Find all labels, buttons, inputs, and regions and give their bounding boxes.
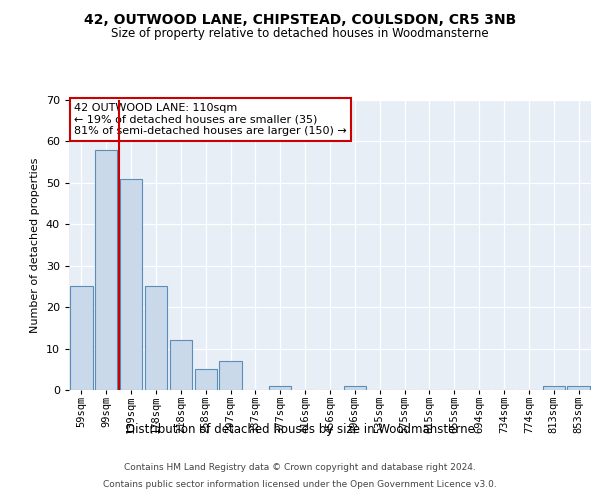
Bar: [220, 361, 242, 390]
Bar: [170, 340, 192, 390]
Bar: [344, 386, 366, 390]
Text: Size of property relative to detached houses in Woodmansterne: Size of property relative to detached ho…: [111, 28, 489, 40]
Bar: [269, 386, 292, 390]
Text: Distribution of detached houses by size in Woodmansterne: Distribution of detached houses by size …: [125, 422, 475, 436]
Text: 42, OUTWOOD LANE, CHIPSTEAD, COULSDON, CR5 3NB: 42, OUTWOOD LANE, CHIPSTEAD, COULSDON, C…: [84, 12, 516, 26]
Text: Contains public sector information licensed under the Open Government Licence v3: Contains public sector information licen…: [103, 480, 497, 489]
Bar: [568, 386, 590, 390]
Bar: [70, 286, 92, 390]
Bar: [120, 178, 142, 390]
Y-axis label: Number of detached properties: Number of detached properties: [30, 158, 40, 332]
Text: Contains HM Land Registry data © Crown copyright and database right 2024.: Contains HM Land Registry data © Crown c…: [124, 462, 476, 471]
Bar: [145, 286, 167, 390]
Bar: [194, 370, 217, 390]
Bar: [95, 150, 118, 390]
Text: 42 OUTWOOD LANE: 110sqm
← 19% of detached houses are smaller (35)
81% of semi-de: 42 OUTWOOD LANE: 110sqm ← 19% of detache…: [74, 103, 347, 136]
Bar: [542, 386, 565, 390]
